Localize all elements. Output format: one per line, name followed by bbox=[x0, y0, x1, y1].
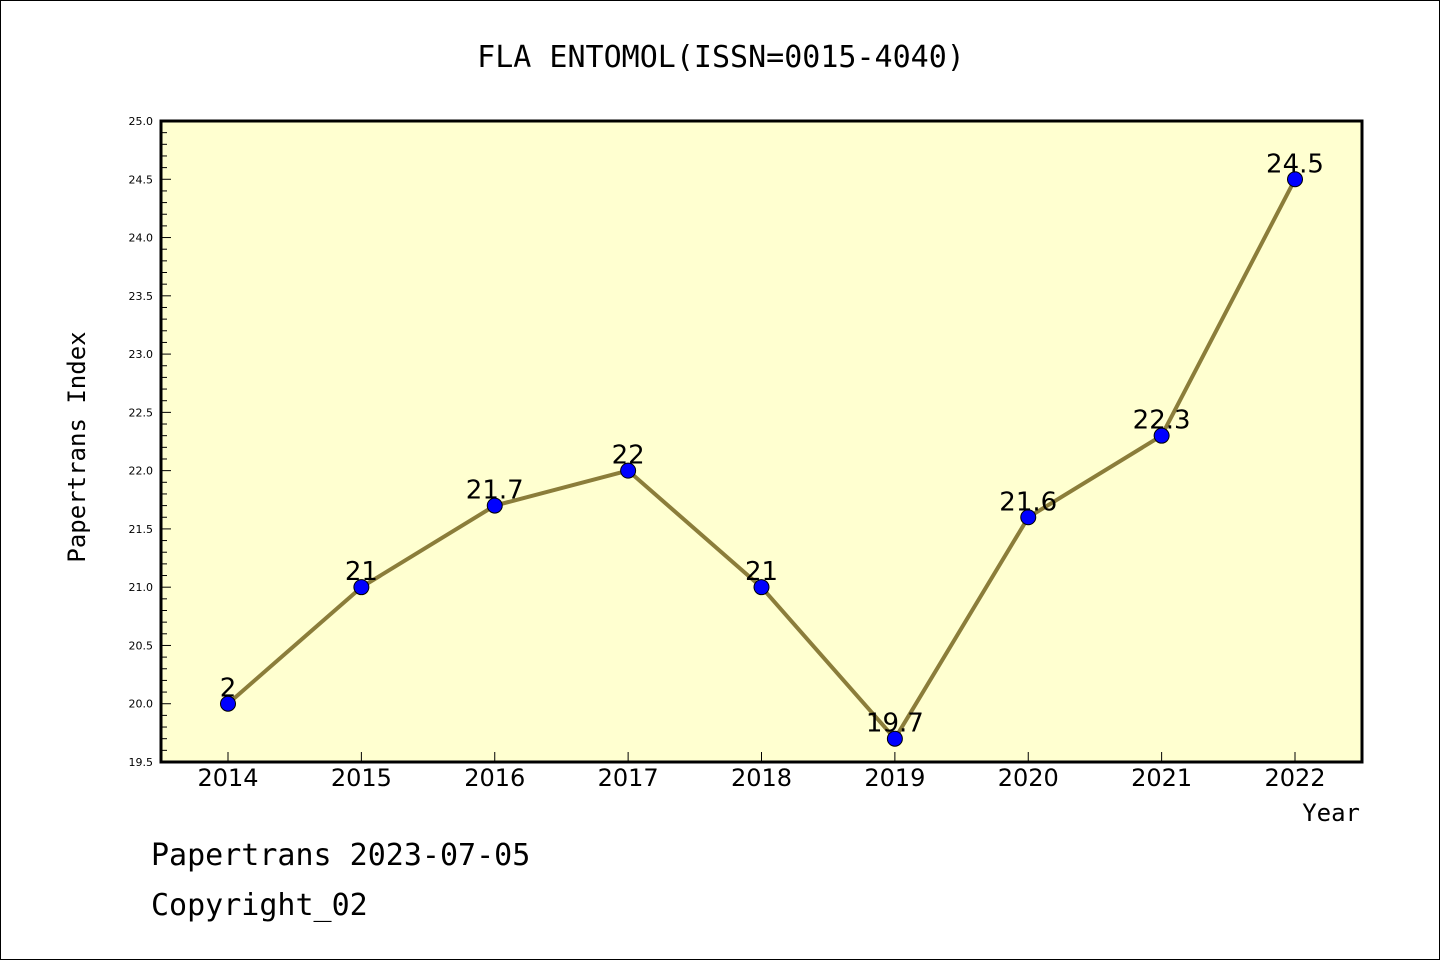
data-label: 21.6 bbox=[999, 487, 1057, 517]
plot-area bbox=[159, 119, 1364, 764]
chart-title: FLA ENTOMOL(ISSN=0015-4040) bbox=[477, 40, 965, 75]
data-label: 21.7 bbox=[466, 476, 524, 506]
series-layer bbox=[220, 171, 1303, 747]
y-tick-label: 24.5 bbox=[129, 173, 154, 186]
x-tick-label: 2021 bbox=[1131, 764, 1192, 792]
y-tick-label: 23.0 bbox=[129, 348, 154, 361]
y-tick-label: 23.5 bbox=[129, 290, 154, 303]
data-label: 2 bbox=[220, 674, 237, 704]
x-tick-label: 2022 bbox=[1264, 764, 1325, 792]
y-tick-label: 22.0 bbox=[129, 465, 154, 478]
x-tick-label: 2017 bbox=[598, 764, 659, 792]
footer-date: Papertrans 2023-07-05 bbox=[151, 838, 530, 873]
y-tick-label: 20.0 bbox=[129, 698, 154, 711]
data-point bbox=[486, 497, 503, 514]
data-point bbox=[753, 579, 770, 596]
y-tick-label: 25.0 bbox=[129, 115, 154, 128]
y-tick-label: 22.5 bbox=[129, 406, 154, 419]
data-point bbox=[1020, 509, 1037, 526]
data-label: 22.3 bbox=[1133, 406, 1191, 436]
data-point bbox=[220, 695, 236, 712]
y-tick-label: 21.5 bbox=[129, 523, 154, 536]
x-tick-label: 2019 bbox=[864, 764, 925, 792]
data-point bbox=[353, 579, 370, 596]
y-tick-label: 24.0 bbox=[129, 232, 154, 245]
x-tick-label: 2015 bbox=[331, 764, 392, 792]
data-point bbox=[1287, 171, 1303, 188]
x-tick-label: 2014 bbox=[197, 764, 258, 792]
data-label: 22 bbox=[612, 441, 645, 471]
y-axis-ticks: 19.5 20.0 20.5 21.0 21.5 22.0 22.5 23.0 23.5 24.0… bbox=[129, 115, 171, 769]
data-point bbox=[620, 462, 637, 479]
data-point bbox=[1153, 427, 1170, 444]
x-tick-label: 2018 bbox=[731, 764, 792, 792]
x-tick-label: 2020 bbox=[998, 764, 1059, 792]
y-tick-label: 21.0 bbox=[129, 581, 154, 594]
data-label: 21 bbox=[345, 557, 378, 587]
data-label: 24.5 bbox=[1266, 149, 1324, 179]
x-tick-label: 2016 bbox=[464, 764, 525, 792]
y-axis-label: Papertrans Index bbox=[63, 331, 91, 562]
x-axis-ticks: 2014 2015 2016 2017 2018 2019 2020 2021 2022 bbox=[197, 752, 1326, 792]
data-labels: 2 21 21.7 22 21 19.7 21.6 22.3 24.5 bbox=[220, 149, 1324, 738]
y-tick-label: 20.5 bbox=[129, 639, 154, 652]
data-label: 21 bbox=[745, 557, 778, 587]
data-label: 19.7 bbox=[866, 709, 924, 739]
x-axis-label: Year bbox=[1302, 799, 1360, 827]
footer-copyright: Copyright_02 bbox=[151, 888, 368, 923]
y-tick-label: 19.5 bbox=[129, 756, 154, 769]
data-point bbox=[886, 730, 903, 747]
